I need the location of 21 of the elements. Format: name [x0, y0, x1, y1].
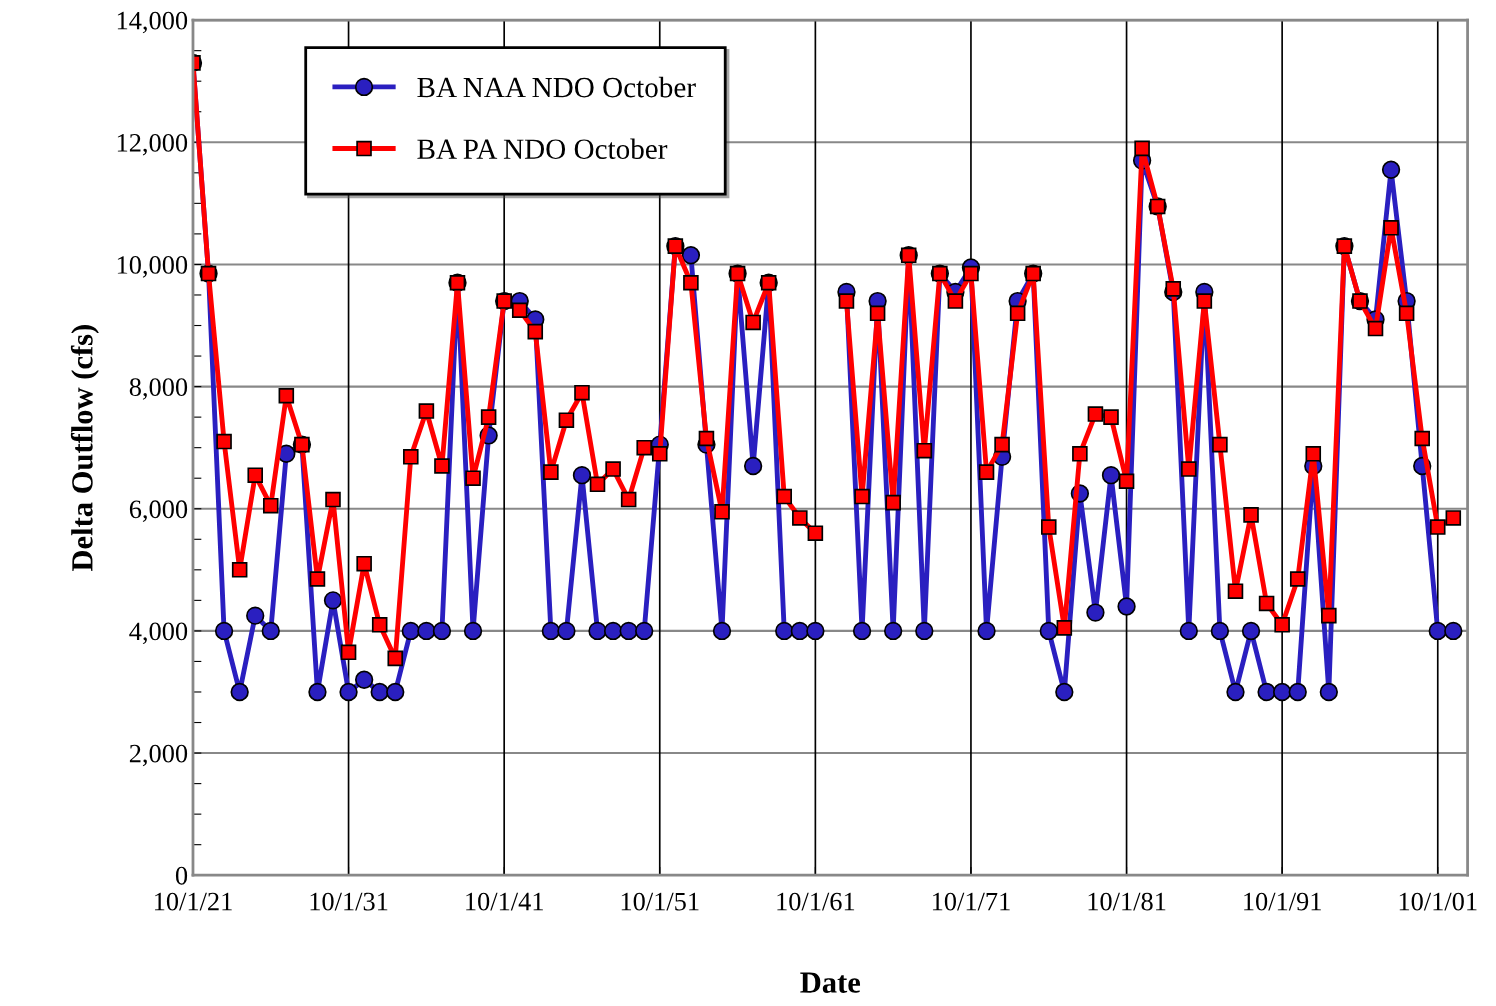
y-tick-label: 10,000 — [117, 256, 188, 278]
y-axis-title: Delta Outflow (cfs) — [70, 325, 99, 572]
x-tick-label: 10/1/61 — [777, 892, 855, 911]
x-tick-label: 10/1/51 — [621, 892, 699, 911]
y-tick-label: 8,000 — [129, 378, 188, 400]
y-tick-label: 6,000 — [129, 500, 188, 522]
x-tick-label: 10/1/21 — [154, 892, 232, 911]
y-tick-label: 0 — [175, 866, 188, 885]
x-tick-label: 10/1/41 — [466, 892, 543, 911]
x-tick-label: 10/1/91 — [1244, 892, 1321, 911]
x-tick-label: 10/1/81 — [1088, 892, 1166, 911]
y-tick-label: 2,000 — [129, 744, 188, 767]
x-axis-title: Date — [800, 972, 861, 993]
legend-label: BA PA NDO October — [417, 138, 668, 160]
legend-label: BA NAA NDO October — [417, 76, 696, 98]
x-tick-label: 10/1/71 — [932, 892, 1010, 911]
y-tick-label: 14,000 — [117, 11, 188, 34]
y-tick-label: 4,000 — [129, 622, 188, 645]
x-tick-label: 10/1/31 — [310, 892, 388, 911]
y-tick-label: 12,000 — [117, 133, 188, 156]
x-tick-label: 10/1/01 — [1399, 892, 1477, 911]
